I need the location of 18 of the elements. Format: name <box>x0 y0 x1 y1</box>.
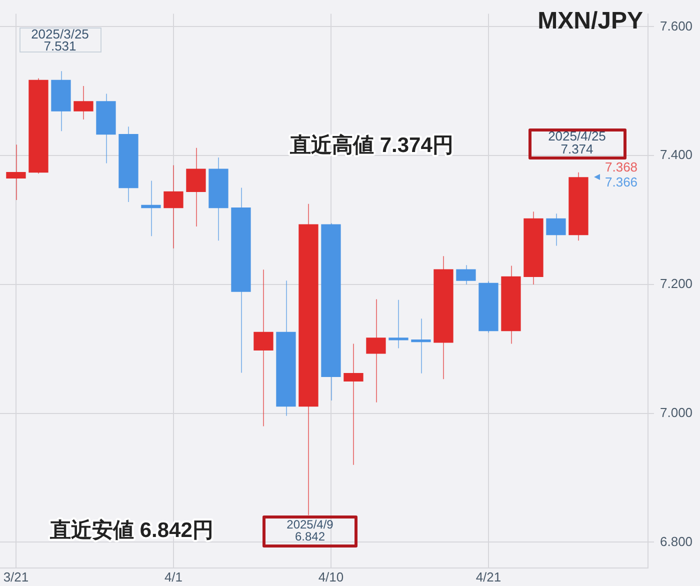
x-tick-label: 4/10 <box>318 569 344 584</box>
annotation: 2025/4/9 <box>286 517 334 532</box>
y-tick-label: 7.400 <box>660 147 693 162</box>
annotation: 2025/4/25 <box>548 128 606 144</box>
y-tick-label: 7.200 <box>660 276 693 292</box>
x-tick-label: 3/21 <box>3 569 29 584</box>
chart-title: MXN/JPY <box>538 8 643 35</box>
x-tick-label: 4/21 <box>476 569 502 584</box>
annotation: 6.842 <box>294 529 326 544</box>
y-tick-label: 7.600 <box>660 18 693 34</box>
annotation: 直近高値 7.374円 <box>289 132 454 157</box>
y-tick-label: 7.000 <box>660 404 693 420</box>
annotation: 7.374 <box>560 142 594 157</box>
x-tick-label: 4/1 <box>164 569 183 584</box>
text: 7.366 <box>605 174 638 190</box>
annotation: 直近安値 6.842円 <box>49 518 214 542</box>
y-tick-label: 6.800 <box>660 534 693 549</box>
text: 7.368 <box>605 160 638 175</box>
